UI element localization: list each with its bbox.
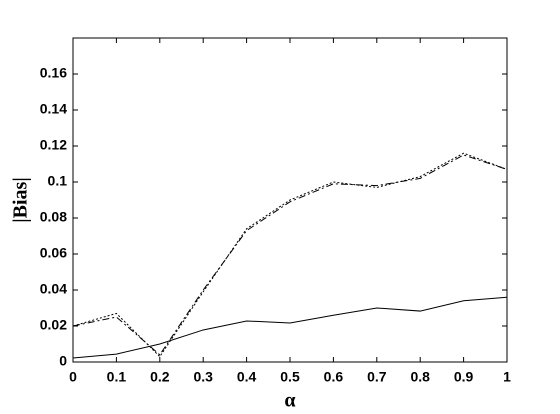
x-axis-label: α [284,390,295,412]
y-tick-label: 0.16 [40,65,67,81]
x-tick-label: 0.2 [150,369,170,385]
y-tick-label: 0.12 [40,137,67,153]
y-tick-label: 0 [59,353,67,369]
y-tick-label: 0.08 [40,209,67,225]
x-tick-label: 0.1 [107,369,127,385]
x-tick-label: 0 [69,369,77,385]
x-tick-label: 0.3 [193,369,213,385]
y-tick-label: 0.14 [40,101,67,117]
x-tick-label: 0.4 [237,369,257,385]
series-line [72,152,508,358]
x-tick-label: 0.7 [367,369,387,385]
series-line [72,154,508,356]
x-tick-label: 0.6 [324,369,344,385]
x-tick-label: 0.9 [454,369,474,385]
x-tick-label: 1 [503,369,511,385]
y-tick-label: 0.04 [40,281,67,297]
plot-frame [72,37,508,363]
y-tick-label: 0.1 [48,173,68,189]
x-tick-label: 0.5 [280,369,300,385]
y-tick-label: 0.02 [40,317,67,333]
y-tick-label: 0.06 [40,245,67,261]
x-tick-label: 0.8 [410,369,430,385]
y-axis-label: |Bias| [10,177,32,223]
series-line [72,296,508,359]
